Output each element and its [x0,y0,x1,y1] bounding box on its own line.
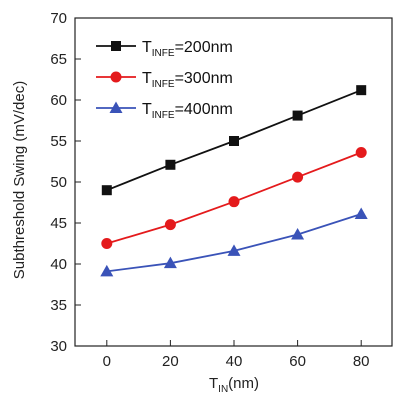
legend-marker [110,71,122,83]
x-axis-title-main: T [209,375,218,392]
y-tick-label: 40 [50,256,67,273]
y-tick-label: 50 [50,174,67,191]
data-point [100,264,114,277]
y-axis-title: Subthreshold Swing (mV/dec) [11,81,28,279]
legend-label-suffix: =300nm [175,70,233,87]
legend-label: TINFE=400nm [142,101,233,121]
series-2 [101,146,367,249]
y-tick-label: 60 [50,92,67,109]
series-3 [100,207,368,277]
legend-label-suffix: =400nm [175,101,233,118]
legend-label-sub: INFE [152,110,175,121]
data-point [163,256,177,269]
legend-label: TINFE=200nm [142,39,233,59]
x-tick-label: 20 [162,353,179,370]
legend-marker [111,41,121,51]
data-point [291,227,305,240]
legend-label: TINFE=300nm [142,70,233,90]
data-point [227,244,241,256]
y-tick-label: 45 [50,215,67,232]
y-tick-label: 70 [50,10,67,27]
data-point [229,136,239,146]
series-line [106,213,362,273]
data-point [101,185,112,196]
y-tick-label: 65 [50,51,67,68]
plot-frame [74,17,393,347]
legend-label-main: T [142,70,152,87]
data-point [292,110,303,121]
data-point [165,159,176,170]
data-point [354,207,368,219]
y-tick-label: 35 [50,297,67,314]
legend-label-sub: INFE [152,48,175,59]
data-point [164,219,176,231]
x-axis-title-sub: IN [218,384,228,395]
x-tick-label: 0 [103,353,111,370]
x-tick-label: 80 [353,353,370,370]
x-axis-title-suffix: (nm) [228,375,259,392]
axes: 30 35 40 45 50 55 60 65 70 0 20 40 60 80 [50,10,393,370]
data-point [292,171,304,183]
data-point [356,85,367,96]
x-tick-label: 40 [226,353,243,370]
legend-label-suffix: =200nm [175,39,233,56]
legend-item-3: TINFE=400nm [96,101,233,121]
legend-item-2: TINFE=300nm [96,70,233,90]
data-point [355,146,367,158]
x-axis-title: TIN(nm) [209,375,259,395]
x-tick-label: 60 [289,353,306,370]
legend-label-main: T [142,39,152,56]
y-tick-label: 55 [50,133,67,150]
data-point [101,238,113,249]
legend-label-main: T [142,101,152,118]
legend-item-1: TINFE=200nm [96,39,233,59]
y-tick-label: 30 [50,338,67,355]
legend-label-sub: INFE [152,79,175,90]
legend-marker [109,101,123,113]
series-group [100,85,368,277]
series-1 [101,85,367,196]
data-point [228,196,240,208]
